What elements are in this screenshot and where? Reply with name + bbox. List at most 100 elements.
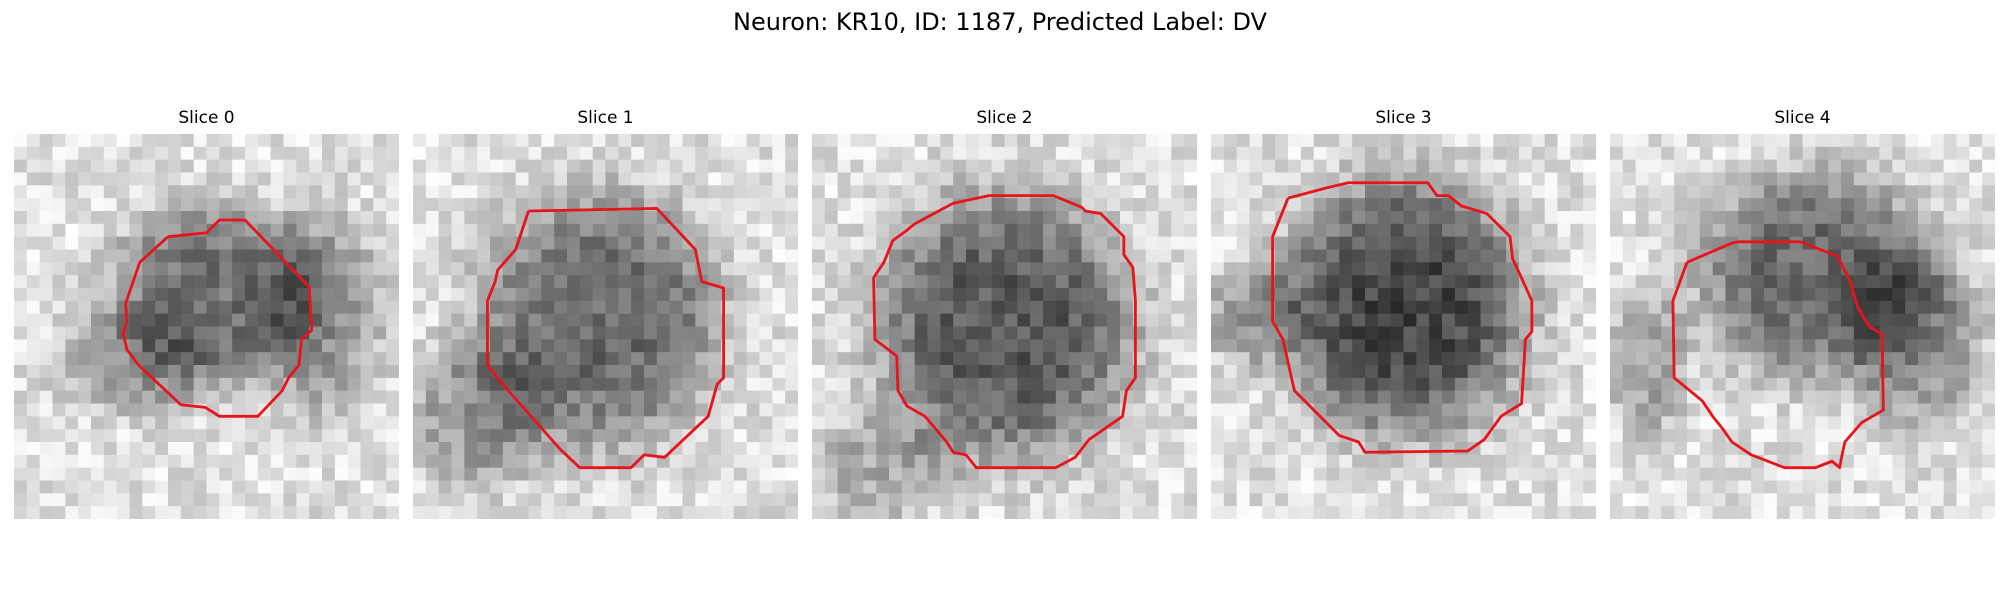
image-pixel (605, 159, 619, 173)
image-pixel (1017, 339, 1031, 353)
image-pixel (824, 262, 839, 276)
image-pixel (14, 442, 28, 456)
image-pixel (1802, 146, 1816, 161)
image-pixel (413, 134, 427, 148)
image-pixel (464, 134, 478, 148)
image-pixel (14, 480, 28, 494)
image-pixel (1262, 326, 1276, 340)
image-pixel (52, 172, 66, 186)
image-pixel (1519, 442, 1533, 456)
image-pixel (1648, 211, 1662, 225)
image-pixel (309, 377, 323, 392)
image-pixel (103, 416, 118, 430)
image-pixel (206, 288, 220, 302)
image-pixel (168, 352, 182, 366)
image-pixel (1905, 442, 1919, 456)
image-pixel (257, 223, 272, 238)
image-pixel (1506, 442, 1520, 456)
image-pixel (1275, 300, 1289, 315)
image-pixel (978, 390, 993, 404)
image-pixel (1802, 262, 1816, 276)
image-pixel (1841, 236, 1855, 250)
image-pixel (1030, 390, 1044, 404)
image-pixel (1519, 236, 1533, 250)
image-pixel (1918, 198, 1932, 212)
image-pixel (78, 223, 92, 238)
image-pixel (759, 493, 773, 507)
image-pixel (1120, 288, 1134, 302)
image-pixel (477, 454, 491, 469)
image-pixel (695, 454, 709, 469)
image-pixel (1211, 480, 1225, 494)
image-pixel (733, 442, 748, 456)
image-pixel (322, 159, 336, 173)
image-pixel (1262, 454, 1276, 469)
image-pixel (966, 467, 980, 481)
image-pixel (1622, 223, 1637, 238)
image-pixel (322, 198, 336, 212)
image-pixel (1764, 236, 1778, 250)
image-pixel (618, 429, 632, 443)
image-pixel (579, 454, 594, 469)
image-pixel (528, 288, 542, 302)
image-pixel (168, 326, 182, 340)
image-pixel (927, 198, 941, 212)
image-pixel (1892, 211, 1906, 225)
image-pixel (1892, 185, 1906, 199)
image-pixel (1262, 211, 1276, 225)
image-pixel (116, 416, 130, 430)
image-pixel (502, 146, 517, 161)
image-pixel (103, 249, 118, 263)
image-pixel (1789, 198, 1803, 212)
image-pixel (257, 288, 272, 302)
image-pixel (1158, 493, 1172, 507)
image-pixel (1583, 134, 1596, 148)
slice-title: Slice 0 (178, 108, 235, 128)
image-pixel (682, 159, 696, 173)
image-pixel (1326, 146, 1340, 161)
image-pixel (927, 390, 941, 404)
image-pixel (65, 211, 79, 225)
image-pixel (631, 493, 645, 507)
image-pixel (1171, 146, 1185, 161)
image-pixel (1132, 262, 1147, 276)
image-pixel (1699, 146, 1714, 161)
image-pixel (1738, 506, 1752, 519)
image-pixel (1236, 211, 1250, 225)
image-pixel (1969, 236, 1983, 250)
image-pixel (219, 454, 233, 469)
image-pixel (966, 236, 980, 250)
image-pixel (708, 326, 722, 340)
image-pixel (953, 352, 967, 366)
image-pixel (193, 288, 207, 302)
image-pixel (1879, 429, 1893, 443)
image-pixel (91, 454, 105, 469)
image-pixel (1275, 377, 1289, 392)
image-pixel (1107, 480, 1121, 494)
image-pixel (695, 390, 709, 404)
image-pixel (1223, 134, 1238, 148)
image-pixel (334, 249, 349, 263)
image-pixel (1930, 339, 1945, 353)
image-pixel (347, 159, 361, 173)
image-pixel (1107, 249, 1121, 263)
image-pixel (1725, 403, 1739, 417)
image-pixel (1622, 211, 1637, 225)
image-pixel (876, 352, 890, 366)
image-pixel (579, 442, 594, 456)
image-pixel (605, 442, 619, 456)
image-pixel (1107, 377, 1121, 392)
image-pixel (309, 454, 323, 469)
image-pixel (219, 236, 233, 250)
image-pixel (1610, 275, 1624, 289)
image-pixel (515, 275, 529, 289)
image-pixel (927, 416, 941, 430)
image-pixel (1055, 403, 1070, 417)
image-pixel (1635, 454, 1649, 469)
image-pixel (1211, 352, 1225, 366)
image-pixel (1622, 352, 1637, 366)
image-pixel (515, 442, 529, 456)
image-pixel (1223, 313, 1238, 327)
image-pixel (347, 146, 361, 161)
image-pixel (168, 506, 182, 519)
